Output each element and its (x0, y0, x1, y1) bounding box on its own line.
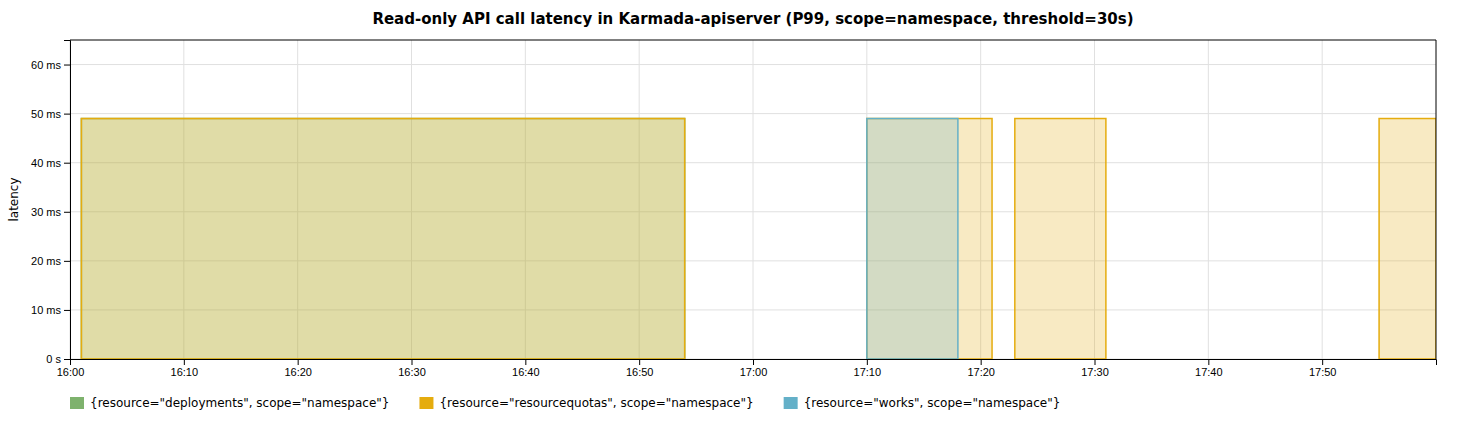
tick: 17:00 (740, 359, 768, 378)
series (867, 119, 958, 359)
tick-mark (64, 310, 70, 311)
legend-swatch (70, 397, 84, 409)
tick-mark (412, 359, 413, 365)
tick-mark (1095, 359, 1096, 365)
legend-label: {resource="resourcequotas", scope="names… (439, 396, 753, 410)
tick-label: 40 ms (31, 157, 61, 169)
tick: 20 ms (31, 255, 70, 267)
grid-line (753, 40, 754, 359)
tick: 60 ms (31, 59, 70, 71)
series (81, 119, 1436, 359)
area-block (1015, 119, 1106, 359)
tick-label: 17:30 (1081, 366, 1109, 378)
legend-swatch (419, 397, 433, 409)
tick: 16:20 (284, 359, 312, 378)
tick-mark (525, 359, 526, 365)
tick-label: 17:00 (740, 366, 768, 378)
series (81, 119, 684, 359)
tick-label: 16:20 (284, 366, 312, 378)
title: Read-only API call latency in Karmada-ap… (372, 10, 1133, 28)
chart: 16:00 16:10 16:20 16:30 16:40 16:50 17:00 17:10… (0, 0, 1466, 429)
legend-item: {resource="works", scope="namespace"} (784, 396, 1061, 410)
tick-label: 16:30 (398, 366, 426, 378)
tick-label: 16:40 (512, 366, 540, 378)
tick-label: 17:50 (1309, 366, 1337, 378)
tick-mark (981, 359, 982, 365)
tick-label: 10 ms (31, 304, 61, 316)
tick-label: 17:10 (854, 366, 882, 378)
tick: 16:10 (171, 359, 199, 378)
tick-mark (753, 359, 754, 365)
tick-label: 20 ms (31, 255, 61, 267)
tick: 17:40 (1195, 359, 1223, 378)
tick: 40 ms (31, 157, 70, 169)
tick: 30 ms (31, 206, 70, 218)
grid-line (1208, 40, 1209, 359)
tick: 16:30 (398, 359, 426, 378)
tick: 17:20 (967, 359, 995, 378)
tick: 17:50 (1309, 359, 1337, 378)
legend-swatch (784, 397, 798, 409)
tick: 16:50 (626, 359, 654, 378)
tick-mark (639, 359, 640, 365)
area-block (81, 119, 684, 359)
x-axis: 16:00 16:10 16:20 16:30 16:40 16:50 17:00 17:10… (57, 359, 1437, 378)
tick-mark (64, 65, 70, 66)
tick-label: 30 ms (31, 206, 61, 218)
tick-mark (64, 163, 70, 164)
tick: 17:10 (854, 359, 882, 378)
legend-item: {resource="deployments", scope="namespac… (70, 396, 389, 410)
tick-label: 50 ms (31, 108, 61, 120)
tick-mark (1208, 359, 1209, 365)
legend-label: {resource="works", scope="namespace"} (804, 396, 1061, 410)
tick-mark (64, 359, 70, 360)
tick-label: 16:00 (57, 366, 85, 378)
tick-mark (298, 359, 299, 365)
tick: 50 ms (31, 108, 70, 120)
grid-line (1322, 40, 1323, 359)
area-block (1379, 119, 1436, 359)
tick-label: 16:50 (626, 366, 654, 378)
axis-line (71, 360, 1437, 366)
tick: 17:30 (1081, 359, 1109, 378)
tick-mark (867, 359, 868, 365)
y-axis: 0 s 10 ms 20 ms 30 ms 40 ms 50 ms 60 ms (31, 41, 70, 366)
tick: 16:40 (512, 359, 540, 378)
tick: 0 s (46, 353, 70, 365)
axis-line (70, 40, 1436, 41)
tick: 10 ms (31, 304, 70, 316)
grid (70, 40, 1436, 359)
tick-mark (184, 359, 185, 365)
tick-mark (1322, 359, 1323, 365)
area-block (867, 119, 958, 359)
legend: {resource="deployments", scope="namespac… (70, 396, 1060, 410)
tick-label: 60 ms (31, 59, 61, 71)
tick-mark (64, 114, 70, 115)
legend-item: {resource="resourcequotas", scope="names… (419, 396, 753, 410)
plot: 16:00 16:10 16:20 16:30 16:40 16:50 17:00 17:10… (31, 40, 1436, 378)
legend-label: {resource="deployments", scope="namespac… (90, 396, 389, 410)
area-block (867, 119, 992, 359)
tick-label: 0 s (46, 353, 61, 365)
marks (81, 119, 1436, 359)
axis-line (64, 41, 71, 360)
tick-label: 17:40 (1195, 366, 1223, 378)
tick-mark (64, 212, 70, 213)
axis-title: latency (7, 177, 21, 221)
tick-label: 17:20 (967, 366, 995, 378)
tick-label: 16:10 (171, 366, 199, 378)
tick-mark (64, 261, 70, 262)
axis-line (1436, 40, 1437, 359)
area-block (81, 119, 684, 359)
